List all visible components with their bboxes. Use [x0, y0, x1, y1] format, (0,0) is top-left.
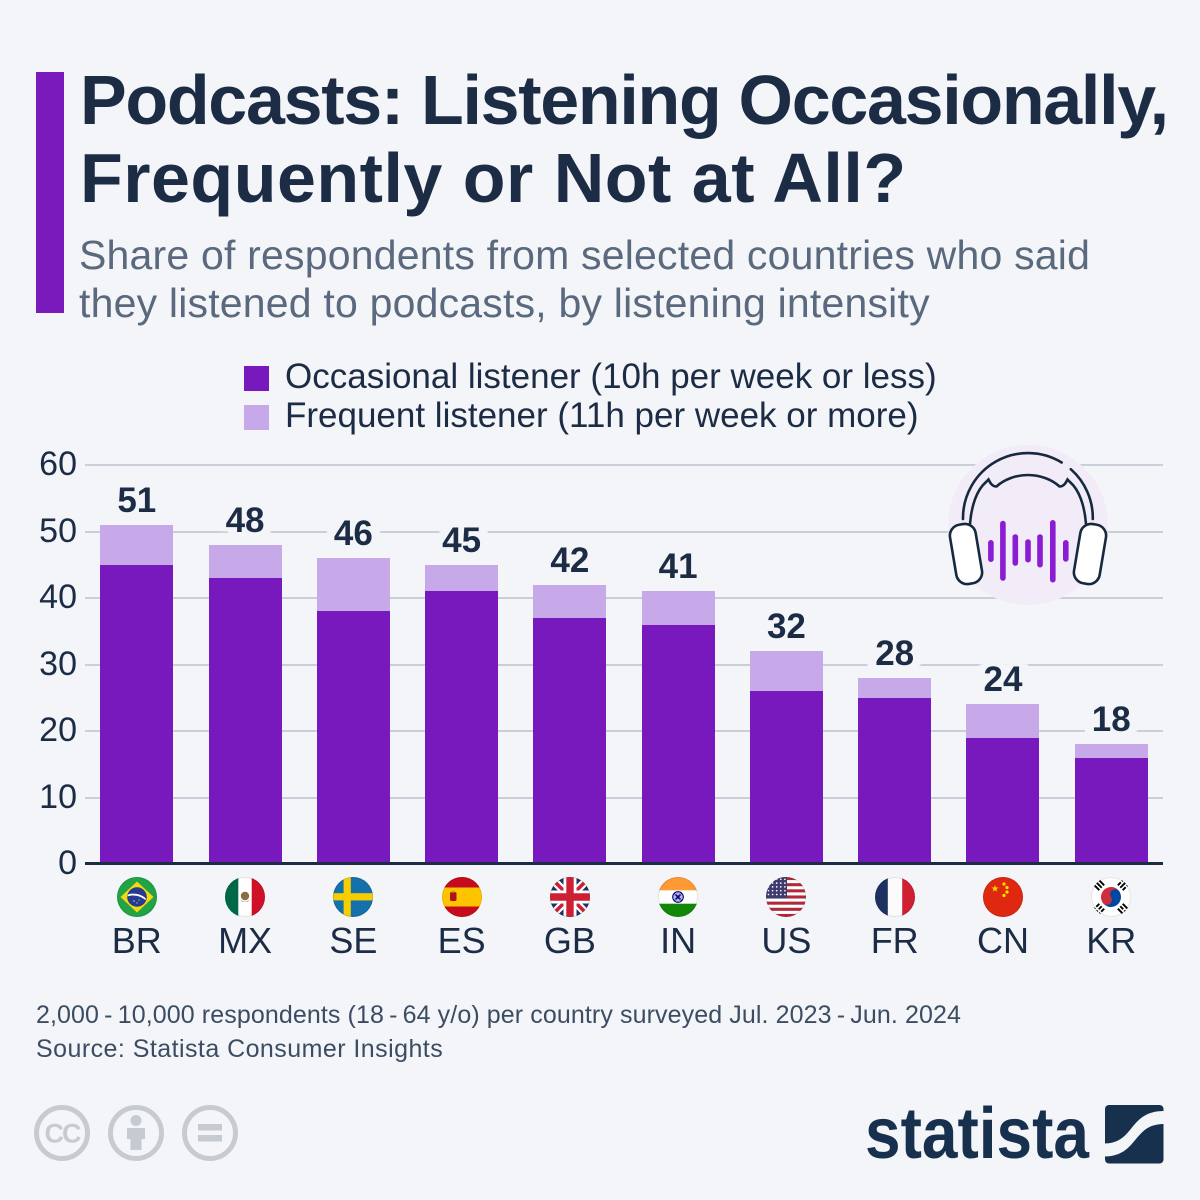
svg-text:CC: CC: [45, 1119, 81, 1149]
svg-text:statista: statista: [865, 1095, 1090, 1174]
